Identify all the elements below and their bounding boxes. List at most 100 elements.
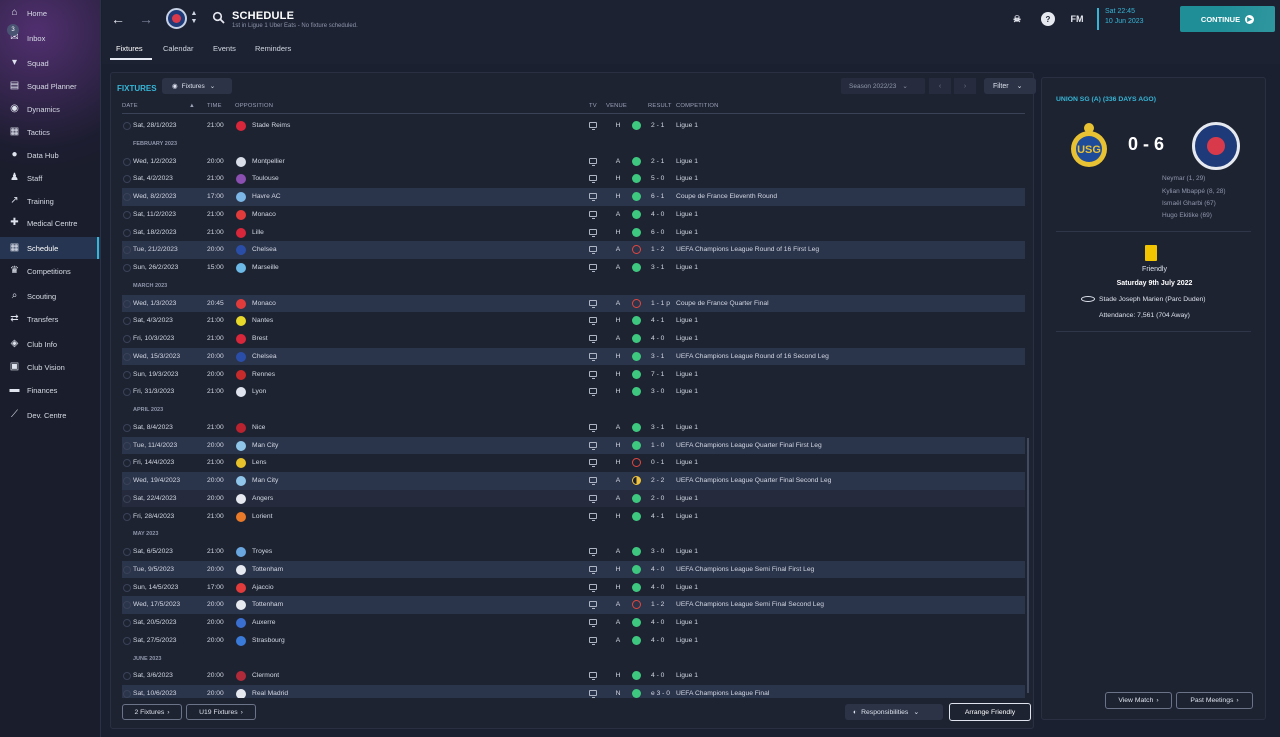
fixtures-dropdown[interactable]: ◉ Fixtures ⌄ <box>162 78 232 94</box>
sidebar-item-finances[interactable]: ▬ Finances <box>0 379 100 401</box>
opponent-name[interactable]: Ajaccio <box>252 583 274 591</box>
row-checkbox[interactable] <box>123 175 131 184</box>
fixture-score[interactable]: 4 - 1 <box>651 512 665 520</box>
opponent-name[interactable]: Chelsea <box>252 246 277 254</box>
fixture-competition[interactable]: UEFA Champions League Semi Final Second … <box>676 601 824 609</box>
opponent-name[interactable]: Lens <box>252 459 267 467</box>
sidebar-item-club-info[interactable]: ◈ Club Info <box>0 333 100 355</box>
fixture-competition[interactable]: Ligue 1 <box>676 512 698 520</box>
opponent-name[interactable]: Nantes <box>252 317 274 325</box>
fixture-row[interactable]: Sat, 20/5/2023 20:00 Auxerre A 4 - 0 Ligue 1 <box>122 614 1025 632</box>
opponent-name[interactable]: Marseille <box>252 264 279 271</box>
opponent-name[interactable]: Auxerre <box>252 619 276 626</box>
game-date[interactable]: Sat 22:45 10 Jun 2023 <box>1097 8 1157 30</box>
fixture-row[interactable]: Sat, 4/2/2023 21:00 Toulouse H 5 - 0 Ligue 1 <box>122 170 1025 188</box>
fixture-score[interactable]: 3 - 1 <box>651 423 665 431</box>
filter-button[interactable]: Filter ⌄ <box>984 78 1036 94</box>
row-checkbox[interactable] <box>123 388 131 397</box>
u19-fixtures-button[interactable]: U19 Fixtures › <box>186 704 256 720</box>
fixture-competition[interactable]: UEFA Champions League Quarter Final Firs… <box>676 441 822 449</box>
column-header-time[interactable]: TIME <box>207 103 222 109</box>
row-checkbox[interactable] <box>123 494 131 503</box>
opponent-name[interactable]: Rennes <box>252 370 276 378</box>
fixture-competition[interactable]: Ligue 1 <box>676 459 698 467</box>
help-icon[interactable]: ? <box>1041 12 1055 26</box>
fixture-row[interactable]: Sat, 8/4/2023 21:00 Nice A 3 - 1 Ligue 1 <box>122 419 1025 437</box>
previous-season-button[interactable]: ‹ <box>929 78 951 94</box>
fixture-competition[interactable]: Coupe de France Quarter Final <box>676 299 769 307</box>
fixture-competition[interactable]: Ligue 1 <box>676 210 698 218</box>
opponent-name[interactable]: Man City <box>252 477 279 484</box>
row-checkbox[interactable] <box>123 246 131 255</box>
fixture-row[interactable]: Wed, 8/2/2023 17:00 Havre AC H 6 - 1 Coupe de… <box>122 188 1025 206</box>
fixture-row[interactable]: Sun, 19/3/2023 20:00 Rennes H 7 - 1 Ligue 1 <box>122 366 1025 384</box>
fixture-competition[interactable]: Ligue 1 <box>676 175 698 183</box>
fixture-score[interactable]: 4 - 0 <box>651 636 665 644</box>
fixture-score[interactable]: 1 - 1 p <box>651 299 670 307</box>
fixture-row[interactable]: Sat, 27/5/2023 20:00 Strasbourg A 4 - 0 Ligue… <box>122 632 1025 650</box>
row-checkbox[interactable] <box>123 565 131 574</box>
fixture-row[interactable]: Sun, 26/2/2023 15:00 Marseille A 3 - 1 Ligue … <box>122 259 1025 277</box>
fixture-row[interactable]: Sat, 28/1/2023 21:00 Stade Reims H 2 - 1 Ligu… <box>122 117 1025 135</box>
row-checkbox[interactable] <box>123 335 131 343</box>
row-checkbox[interactable] <box>123 583 131 592</box>
sidebar-item-medical-centre[interactable]: ✚ Medical Centre <box>0 212 100 234</box>
fixture-row[interactable]: Tue, 21/2/2023 20:00 Chelsea A 1 - 2 UEFA Cha… <box>122 241 1025 259</box>
row-checkbox[interactable] <box>123 157 131 166</box>
fixture-competition[interactable]: UEFA Champions League Semi Final First L… <box>676 565 815 573</box>
opponent-name[interactable]: Real Madrid <box>252 690 289 697</box>
opponent-name[interactable]: Chelsea <box>252 352 277 360</box>
opponent-name[interactable]: Man City <box>252 441 279 449</box>
fixture-row[interactable]: Sat, 18/2/2023 21:00 Lille H 6 - 0 Ligue 1 <box>122 224 1025 242</box>
row-checkbox[interactable] <box>123 512 131 521</box>
opponent-name[interactable]: Lorient <box>252 512 273 520</box>
opponent-name[interactable]: Nice <box>252 423 266 431</box>
fixture-score[interactable]: 6 - 1 <box>651 193 665 200</box>
fixture-score[interactable]: 4 - 1 <box>651 317 665 325</box>
opponent-name[interactable]: Tottenham <box>252 565 284 573</box>
row-checkbox[interactable] <box>123 601 131 610</box>
fixture-competition[interactable]: Ligue 1 <box>676 228 698 236</box>
fixture-score[interactable]: 3 - 1 <box>651 352 665 360</box>
skull-icon[interactable]: ☠ <box>1012 13 1022 24</box>
fixture-score[interactable]: e 3 - 0 <box>651 690 670 697</box>
opponent-name[interactable]: Clermont <box>252 672 280 680</box>
fixture-competition[interactable]: UEFA Champions League Round of 16 First … <box>676 246 820 254</box>
fm-menu-icon[interactable]: FM <box>1070 14 1084 24</box>
back-arrow-icon[interactable]: ← <box>111 11 125 27</box>
fixture-score[interactable]: 0 - 1 <box>651 459 665 467</box>
fixture-row[interactable]: Sat, 4/3/2023 21:00 Nantes H 4 - 1 Ligue 1 <box>122 312 1025 330</box>
past-meetings-button[interactable]: Past Meetings › <box>1176 692 1253 709</box>
two-fixtures-button[interactable]: 2 Fixtures › <box>122 704 182 720</box>
fixture-score[interactable]: 4 - 0 <box>651 210 665 218</box>
row-checkbox[interactable] <box>123 352 131 361</box>
fixture-competition[interactable]: Ligue 1 <box>676 423 698 431</box>
sidebar-item-data-hub[interactable]: ● Data Hub <box>0 144 100 166</box>
opponent-name[interactable]: Lille <box>252 228 264 236</box>
row-checkbox[interactable] <box>123 672 131 681</box>
row-checkbox[interactable] <box>123 477 131 485</box>
fixture-score[interactable]: 6 - 0 <box>651 228 665 236</box>
fixture-row[interactable]: Tue, 11/4/2023 20:00 Man City H 1 - 0 UEFA Ch… <box>122 436 1025 455</box>
fixture-score[interactable]: 4 - 0 <box>651 335 665 342</box>
fixture-score[interactable]: 7 - 1 <box>651 370 665 378</box>
opponent-name[interactable]: Troyes <box>252 548 273 555</box>
opponent-name[interactable]: Monaco <box>252 299 276 307</box>
psg-crest-icon[interactable] <box>1192 122 1240 170</box>
fixture-competition[interactable]: Ligue 1 <box>676 494 698 502</box>
search-icon[interactable] <box>212 11 226 25</box>
fixture-score[interactable]: 5 - 0 <box>651 175 665 183</box>
row-checkbox[interactable] <box>123 210 131 219</box>
fixture-score[interactable]: 1 - 2 <box>651 246 665 254</box>
fixture-row[interactable]: Fri, 14/4/2023 21:00 Lens H 0 - 1 Ligue 1 <box>122 454 1025 472</box>
opponent-name[interactable]: Monaco <box>252 210 276 218</box>
fixture-row[interactable]: Sat, 22/4/2023 20:00 Angers A 2 - 0 Ligue 1 <box>122 489 1025 508</box>
fixture-score[interactable]: 4 - 0 <box>651 619 665 626</box>
row-checkbox[interactable] <box>123 264 131 272</box>
opponent-name[interactable]: Tottenham <box>252 601 284 609</box>
sidebar-item-dev-centre[interactable]: ⟋ Dev. Centre <box>0 404 100 426</box>
fixture-score[interactable]: 3 - 1 <box>651 264 665 271</box>
row-checkbox[interactable] <box>123 548 131 556</box>
column-header-competition[interactable]: COMPETITION <box>676 103 719 109</box>
